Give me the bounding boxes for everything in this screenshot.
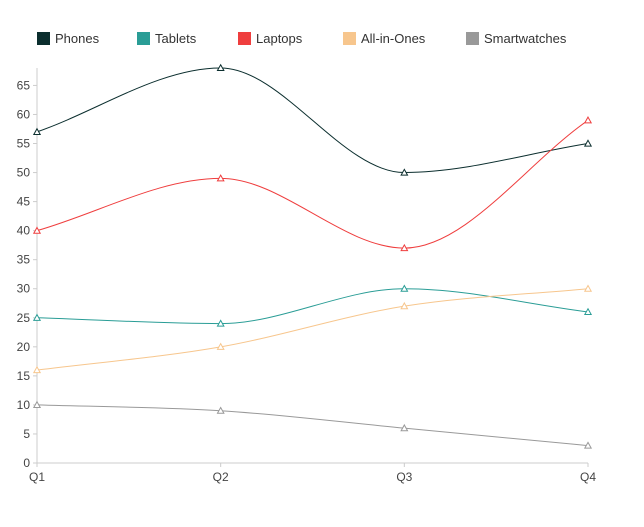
legend-item-smartwatches[interactable]: Smartwatches xyxy=(466,31,567,46)
series-smartwatches xyxy=(32,400,593,449)
legend-label-tablets: Tablets xyxy=(155,31,197,46)
legend-item-tablets[interactable]: Tablets xyxy=(137,31,197,46)
legend-swatch-all-in-ones xyxy=(343,32,356,45)
series-tablets xyxy=(32,284,593,327)
plot-area xyxy=(32,63,593,449)
data-point-tablets[interactable] xyxy=(32,313,42,321)
x-tick-label: Q3 xyxy=(396,470,412,484)
series-line-all-in-ones xyxy=(36,288,589,371)
series-all-in-ones xyxy=(32,284,593,374)
series-line-tablets xyxy=(36,288,589,325)
data-point-all-in-ones[interactable] xyxy=(583,284,593,292)
x-tick-label: Q2 xyxy=(213,470,229,484)
data-point-tablets[interactable] xyxy=(216,319,225,327)
series-line-smartwatches xyxy=(36,404,589,447)
y-tick-label: 35 xyxy=(17,253,31,267)
data-point-phones[interactable] xyxy=(400,168,409,176)
legend-swatch-smartwatches xyxy=(466,32,479,45)
series-laptops xyxy=(32,116,593,252)
data-point-all-in-ones[interactable] xyxy=(32,365,42,374)
data-point-all-in-ones[interactable] xyxy=(216,342,225,350)
data-point-all-in-ones[interactable] xyxy=(400,301,409,310)
data-point-phones[interactable] xyxy=(32,127,42,135)
legend-item-laptops[interactable]: Laptops xyxy=(238,31,303,46)
x-tick-label: Q1 xyxy=(29,470,45,484)
y-tick-label: 55 xyxy=(17,137,31,151)
data-point-laptops[interactable] xyxy=(400,243,409,252)
y-tick-label: 50 xyxy=(17,166,31,180)
y-tick-label: 0 xyxy=(23,456,30,470)
data-point-tablets[interactable] xyxy=(583,307,593,316)
y-tick-label: 15 xyxy=(17,369,31,383)
data-point-laptops[interactable] xyxy=(583,116,593,124)
data-point-laptops[interactable] xyxy=(32,226,42,234)
axes: 0 5 10 15 20 25 30 35 40 45 50 55 60 65 Q1 Q2 Q3 Q4 xyxy=(17,68,596,484)
series-line-laptops xyxy=(36,119,589,249)
y-tick-label: 20 xyxy=(17,340,31,354)
legend-swatch-tablets xyxy=(137,32,150,45)
data-point-laptops[interactable] xyxy=(216,174,225,182)
y-tick-label: 45 xyxy=(17,195,31,209)
legend-label-phones: Phones xyxy=(55,31,100,46)
legend-swatch-laptops xyxy=(238,32,251,45)
legend-item-phones[interactable]: Phones xyxy=(37,31,100,46)
data-point-tablets[interactable] xyxy=(400,284,409,292)
y-tick-label: 25 xyxy=(17,311,31,325)
data-point-smartwatches[interactable] xyxy=(216,406,225,414)
y-tick-label: 60 xyxy=(17,107,31,121)
data-point-smartwatches[interactable] xyxy=(400,423,409,432)
x-tick-label: Q4 xyxy=(580,470,596,484)
data-point-smartwatches[interactable] xyxy=(32,400,42,408)
series-phones xyxy=(32,63,593,176)
y-tick-label: 5 xyxy=(23,427,30,441)
data-point-phones[interactable] xyxy=(216,63,225,72)
y-tick-label: 40 xyxy=(17,224,31,238)
y-tick-label: 65 xyxy=(17,78,31,92)
legend-label-laptops: Laptops xyxy=(256,31,303,46)
y-tick-label: 10 xyxy=(17,398,31,412)
data-point-smartwatches[interactable] xyxy=(583,441,593,449)
legend-item-all-in-ones[interactable]: All-in-Ones xyxy=(343,31,426,46)
legend: Phones Tablets Laptops All-in-Ones Smartwatc… xyxy=(37,31,567,46)
data-point-phones[interactable] xyxy=(583,139,593,147)
legend-label-smartwatches: Smartwatches xyxy=(484,31,567,46)
legend-label-all-in-ones: All-in-Ones xyxy=(361,31,426,46)
y-tick-label: 30 xyxy=(17,282,31,296)
series-line-phones xyxy=(36,67,589,174)
legend-swatch-phones xyxy=(37,32,50,45)
